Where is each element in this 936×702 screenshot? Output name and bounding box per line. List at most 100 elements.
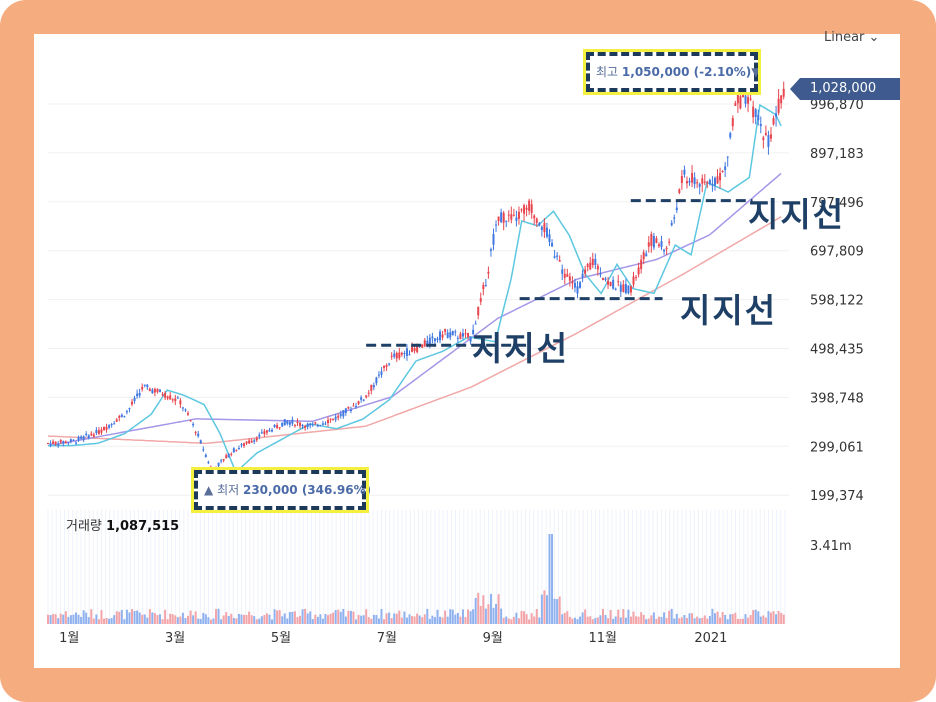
volume-bar [548, 534, 551, 624]
y-tick-label: 598,122 [810, 294, 864, 309]
volume-bar [446, 616, 449, 624]
volume-bar [316, 616, 319, 624]
volume-bar [90, 609, 93, 624]
candle-body [207, 462, 210, 464]
candle-body [563, 273, 566, 278]
candle-body [609, 281, 612, 286]
volume-bar [248, 611, 251, 624]
candle-body [293, 425, 296, 427]
candle-body [439, 331, 442, 341]
volume-bar [128, 612, 131, 624]
scale-toggle-button[interactable]: Linear ⌄ [824, 30, 879, 45]
volume-bar [164, 609, 167, 624]
volume-bar [72, 614, 75, 624]
candle-body [166, 396, 169, 399]
candle-body [123, 416, 126, 418]
candle-body [510, 214, 513, 220]
volume-bar [444, 610, 447, 624]
volume-bar [393, 613, 396, 624]
price-chart[interactable]: 996,870 897,183 797,496 697,809 598,122 498,4… [34, 34, 900, 668]
candle-body [118, 416, 121, 418]
candle-body [108, 425, 111, 428]
candle-body [143, 384, 146, 386]
candle-body [59, 439, 62, 443]
candle-body [375, 377, 378, 384]
candle-body [115, 419, 118, 422]
candle-body [556, 255, 559, 257]
volume-bar [523, 611, 526, 624]
candle-body [433, 338, 436, 342]
volume-bar [505, 616, 508, 624]
volume-bar [474, 597, 477, 624]
volume-bar [342, 608, 345, 624]
volume-bar [568, 616, 571, 624]
candle-body [372, 385, 375, 388]
candle-body [367, 392, 370, 394]
volume-axis-max: 3.41m [810, 539, 852, 554]
volume-bar [118, 611, 121, 624]
volume-bar [762, 615, 765, 624]
up-triangle-icon: ▲ [204, 483, 214, 497]
volume-bar [708, 615, 711, 624]
volume-bar [469, 611, 472, 624]
volume-bar [319, 614, 322, 624]
volume-bar [665, 618, 668, 624]
volume-bar [525, 614, 528, 624]
volume-bar [413, 616, 416, 624]
volume-bar [757, 611, 760, 624]
candle-body [744, 95, 747, 104]
candle-body [538, 223, 541, 226]
volume-bar [207, 617, 210, 624]
volume-bar [131, 609, 134, 624]
candle-body [540, 226, 543, 231]
candle-body [184, 409, 187, 411]
candle-body [635, 277, 638, 279]
volume-bar [67, 616, 70, 624]
candle-body [517, 211, 520, 219]
current-price-tag: 1,028,000 [790, 78, 900, 100]
candle-body [502, 212, 505, 223]
candle-body [110, 424, 113, 426]
volume-bar [688, 613, 691, 624]
candle-body [449, 332, 452, 338]
candle-body [77, 436, 80, 441]
candle-body [299, 422, 302, 426]
candle-body [347, 406, 350, 409]
support-label-2: 지지선 [680, 291, 778, 330]
candle-body [273, 425, 276, 428]
volume-bar [752, 610, 755, 624]
candle-body [495, 224, 498, 226]
volume-bar [492, 607, 495, 624]
volume-bar [329, 613, 332, 624]
candle-body [189, 420, 192, 422]
candle-body [349, 410, 352, 412]
candle-body [729, 133, 732, 138]
volume-bar [517, 618, 520, 624]
volume-bar [563, 612, 566, 624]
candle-body [573, 282, 576, 288]
high-annotation: 최고 1,050,000 (-2.10%)▼ [583, 49, 761, 95]
volume-bar [502, 617, 505, 624]
x-tick-label: 7월 [377, 631, 397, 646]
candle-body [413, 348, 416, 351]
candle-body [647, 242, 650, 247]
volume-bar [599, 615, 602, 624]
candle-body [141, 386, 144, 390]
volume-bar [62, 614, 65, 624]
candle-body [421, 344, 424, 348]
volume-bar [141, 614, 144, 624]
candle-body [629, 286, 632, 293]
volume-bar [367, 617, 370, 624]
x-tick-label: 1월 [59, 631, 79, 646]
candle-body [747, 97, 750, 104]
candle-body [377, 374, 380, 376]
candle-body [337, 415, 340, 418]
x-tick-label: 3월 [165, 631, 185, 646]
volume-bar [601, 608, 604, 624]
volume-bar [418, 615, 421, 624]
volume-bar [271, 619, 274, 624]
candle-body [250, 440, 253, 443]
candle-body [436, 338, 439, 340]
volume-bar [696, 616, 699, 624]
volume-bar [309, 611, 312, 624]
